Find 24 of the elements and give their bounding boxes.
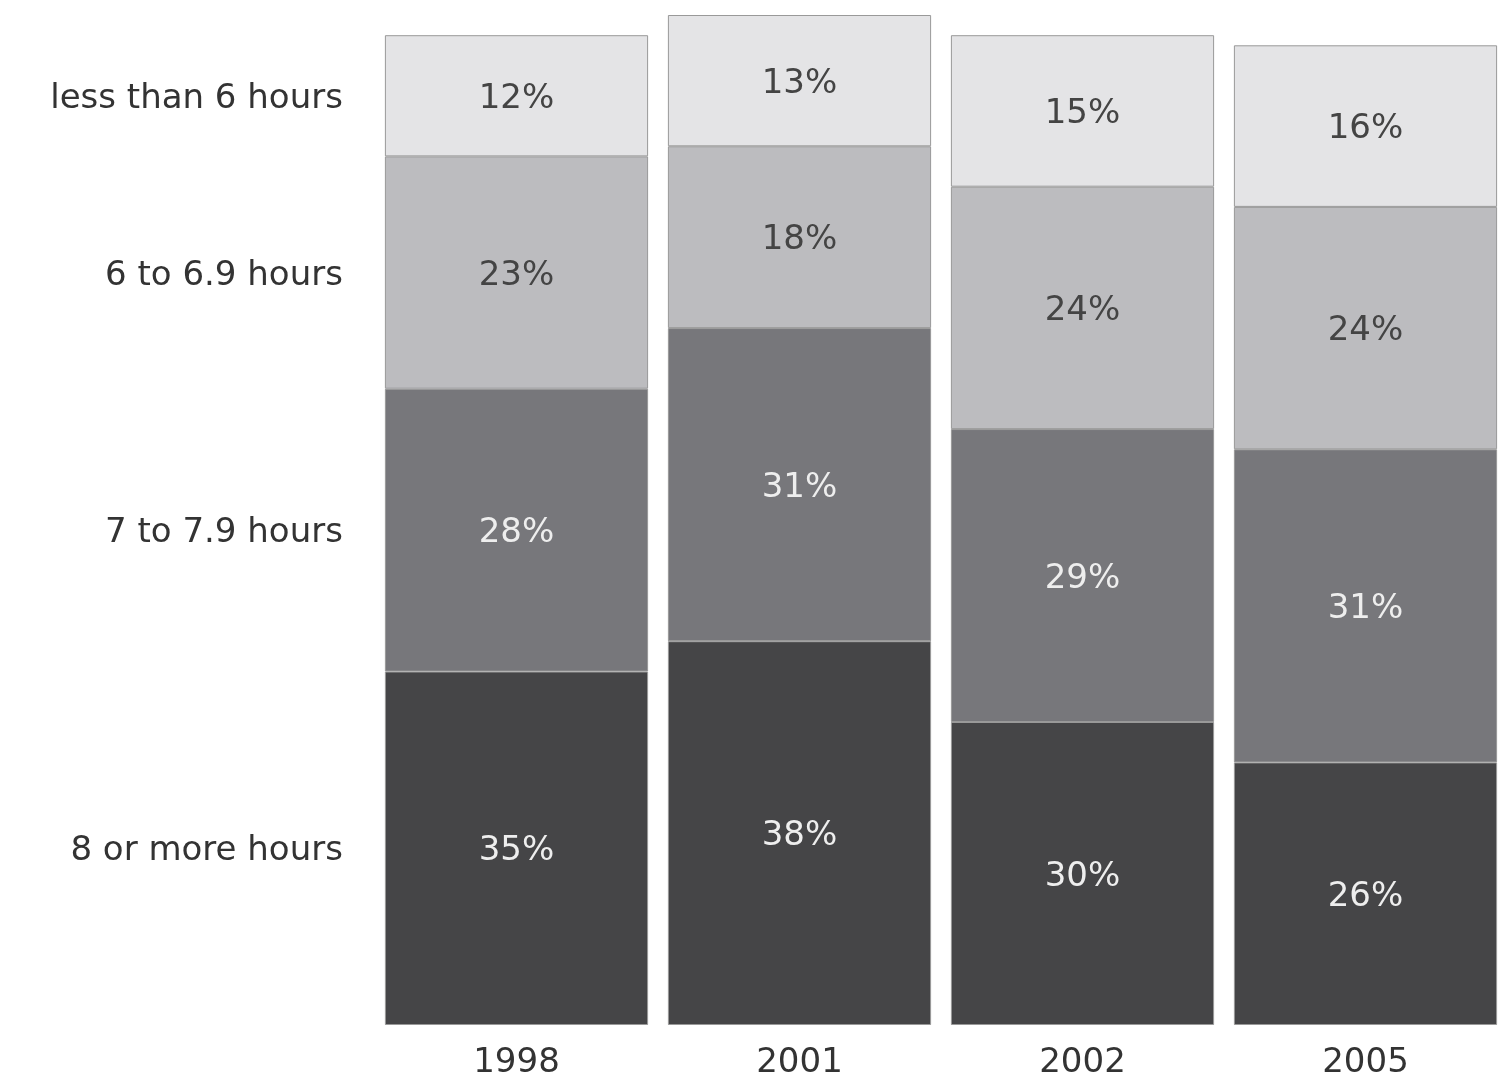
series-label: 6 to 6.9 hours: [105, 252, 343, 293]
x-tick-label: 2002: [1039, 1040, 1126, 1080]
data-label: 35%: [478, 828, 555, 869]
series-label: 8 or more hours: [70, 828, 343, 869]
data-label: 15%: [1044, 90, 1121, 131]
data-label: 24%: [1327, 308, 1404, 349]
x-tick-label: 2001: [756, 1040, 843, 1080]
series-label: 7 to 7.9 hours: [105, 510, 343, 551]
data-label: 26%: [1327, 873, 1404, 914]
data-label: 38%: [761, 813, 838, 854]
data-label: 31%: [761, 464, 838, 505]
series-label: less than 6 hours: [50, 75, 343, 116]
data-label: 24%: [1044, 287, 1121, 328]
x-tick-label: 2005: [1322, 1040, 1409, 1080]
data-label: 28%: [478, 510, 555, 551]
data-label: 18%: [761, 217, 838, 258]
data-label: 13%: [761, 60, 838, 101]
x-tick-label: 1998: [473, 1040, 560, 1080]
data-label: 23%: [478, 252, 555, 293]
data-label: 31%: [1327, 585, 1404, 626]
data-label: 30%: [1044, 853, 1121, 894]
data-label: 29%: [1044, 555, 1121, 596]
data-label: 16%: [1327, 106, 1404, 147]
data-label: 12%: [478, 75, 555, 116]
